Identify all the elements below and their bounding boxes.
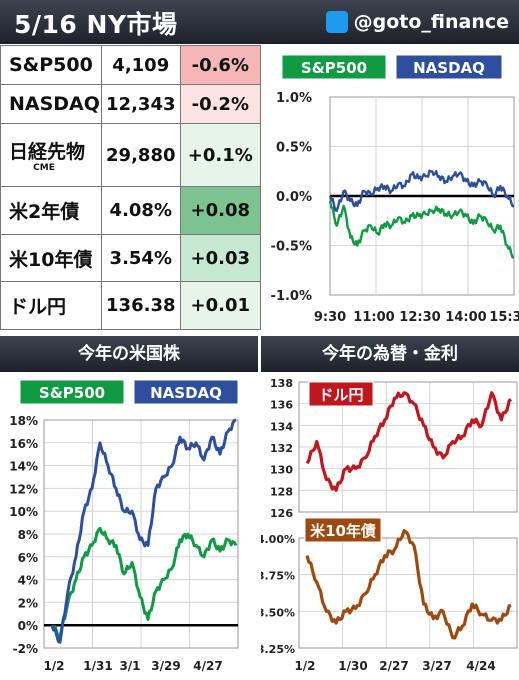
y-tick-label: 138	[270, 377, 293, 390]
y-tick-label: 0.5%	[276, 141, 312, 156]
x-tick-label: 4/27	[193, 659, 222, 673]
section-title-stocks: 今年の米国株	[0, 336, 258, 372]
y-tick-label: 136	[270, 399, 293, 412]
twitter-handle[interactable]: @goto_finance	[325, 11, 509, 33]
x-tick-label: 1/30	[338, 659, 367, 673]
x-tick-label: 11:00	[353, 310, 394, 325]
market-name: ドル円	[0, 281, 102, 330]
market-row: NASDAQ 12,343 -0.2%	[0, 84, 262, 125]
intraday-chart: S&P500 NASDAQ 1.0% 0.5% 0.0% -0.5% -1.0%9:30 11…	[271, 54, 519, 325]
header-bar: 5/16 NY市場 @goto_finance	[0, 0, 519, 44]
y-tick-label: 2%	[18, 596, 38, 610]
x-tick-label: 3/1	[119, 659, 140, 673]
x-tick-label: 3/29	[151, 659, 180, 673]
us10y-ytd-line	[305, 529, 512, 640]
svg-text:NASDAQ: NASDAQ	[150, 384, 222, 402]
legend-sp500: S&P500	[281, 54, 387, 80]
market-row: 米2年債 4.08% +0.08	[0, 186, 262, 235]
market-change: +0.1%	[179, 123, 262, 188]
y-tick-label: 0%	[18, 619, 38, 633]
y-tick-label: 4.00%	[261, 533, 295, 546]
handle-text: @goto_finance	[353, 11, 509, 33]
nasdaq-intraday-line	[328, 169, 515, 212]
y-tick-label: -1.0%	[271, 289, 312, 304]
y-tick-label: 132	[270, 442, 293, 455]
legend-sp500: S&P500	[19, 379, 125, 405]
x-tick-label: 1/2	[43, 659, 64, 673]
y-tick-label: 6%	[18, 551, 38, 565]
market-subname: CME	[33, 163, 55, 174]
y-tick-label: 3.25%	[261, 643, 295, 656]
market-change: +0.08	[179, 186, 262, 235]
x-tick-label: 1/31	[83, 659, 112, 673]
legend-usdjpy: ドル円	[308, 381, 374, 407]
market-change: +0.03	[179, 233, 262, 283]
section-title-fx: 今年の為替・金利	[261, 336, 519, 372]
x-tick-label: 1/2	[294, 659, 315, 673]
y-tick-label: 130	[270, 464, 293, 477]
svg-text:S&P500: S&P500	[301, 59, 367, 77]
ytd-fx-rates-chart: 138 136 134 132 130 128 126 ドル円 4.00% 3.75% 3.50% 3…	[261, 377, 518, 673]
svg-text:S&P500: S&P500	[39, 384, 105, 402]
y-tick-label: 8%	[18, 528, 38, 542]
market-row: 日経先物 CME 29,880 +0.1%	[0, 123, 262, 188]
ytd-stocks-chart: S&P500 NASDAQ 18% 16% 14% 12% 10% 8% 6% 4% 2% 0% -2%…	[9, 379, 239, 673]
svg-text:ドル円: ドル円	[318, 386, 363, 404]
twitter-bird-icon	[325, 11, 348, 33]
market-change: -0.2%	[179, 84, 262, 125]
y-tick-label: 0.0%	[276, 190, 312, 205]
y-tick-label: 12%	[9, 482, 38, 496]
x-tick-label: 14:00	[445, 310, 486, 325]
y-tick-label: 4%	[18, 574, 38, 588]
market-name: 米2年債	[0, 186, 102, 235]
legend-nasdaq: NASDAQ	[395, 54, 503, 80]
legend-nasdaq: NASDAQ	[133, 379, 239, 405]
market-summary-table: S&P500 4,109 -0.6% NASDAQ 12,343 -0.2% 日経先物 CME…	[0, 44, 262, 330]
y-tick-label: 14%	[9, 460, 38, 474]
y-tick-label: 128	[270, 485, 293, 498]
sp500-intraday-line	[328, 200, 515, 259]
market-value: 136.38	[100, 281, 181, 330]
usdjpy-ytd-line	[305, 391, 513, 492]
market-value: 29,880	[100, 123, 181, 188]
market-value: 3.54%	[100, 233, 181, 283]
market-change: -0.6%	[179, 44, 262, 86]
nasdaq-ytd-line	[50, 418, 237, 644]
legend-us10y: 米10年債	[304, 517, 382, 543]
y-tick-label: 16%	[9, 437, 38, 451]
page-title: 5/16 NY市場	[14, 10, 178, 39]
svg-text:米10年債: 米10年債	[310, 522, 376, 540]
y-tick-label: 10%	[9, 505, 38, 519]
y-tick-label: 1.0%	[276, 91, 312, 106]
market-name: 米10年債	[0, 233, 102, 283]
market-value: 12,343	[100, 84, 181, 125]
x-tick-label: 15:30	[489, 310, 519, 325]
market-change: +0.01	[179, 281, 262, 330]
y-tick-label: -0.5%	[271, 240, 312, 255]
y-tick-label: 134	[270, 420, 293, 433]
y-tick-label: 3.75%	[261, 570, 295, 583]
market-row: 米10年債 3.54% +0.03	[0, 233, 262, 283]
market-name: 日経先物 CME	[0, 123, 102, 188]
x-tick-label: 3/27	[422, 659, 451, 673]
y-tick-label: -2%	[13, 642, 38, 656]
y-tick-label: 126	[270, 507, 293, 520]
market-name: NASDAQ	[0, 84, 102, 125]
x-tick-label: 2/27	[379, 659, 408, 673]
x-tick-label: 12:30	[399, 310, 440, 325]
market-value: 4,109	[100, 44, 181, 86]
x-tick-label: 9:30	[314, 310, 346, 325]
market-row: S&P500 4,109 -0.6%	[0, 44, 262, 86]
y-tick-label: 18%	[9, 414, 38, 428]
sp500-ytd-line	[50, 526, 238, 639]
market-name: S&P500	[0, 44, 102, 86]
x-tick-label: 4/24	[466, 659, 495, 673]
market-row: ドル円 136.38 +0.01	[0, 281, 262, 330]
market-value: 4.08%	[100, 186, 181, 235]
svg-text:NASDAQ: NASDAQ	[413, 59, 485, 77]
y-tick-label: 3.50%	[261, 606, 295, 619]
